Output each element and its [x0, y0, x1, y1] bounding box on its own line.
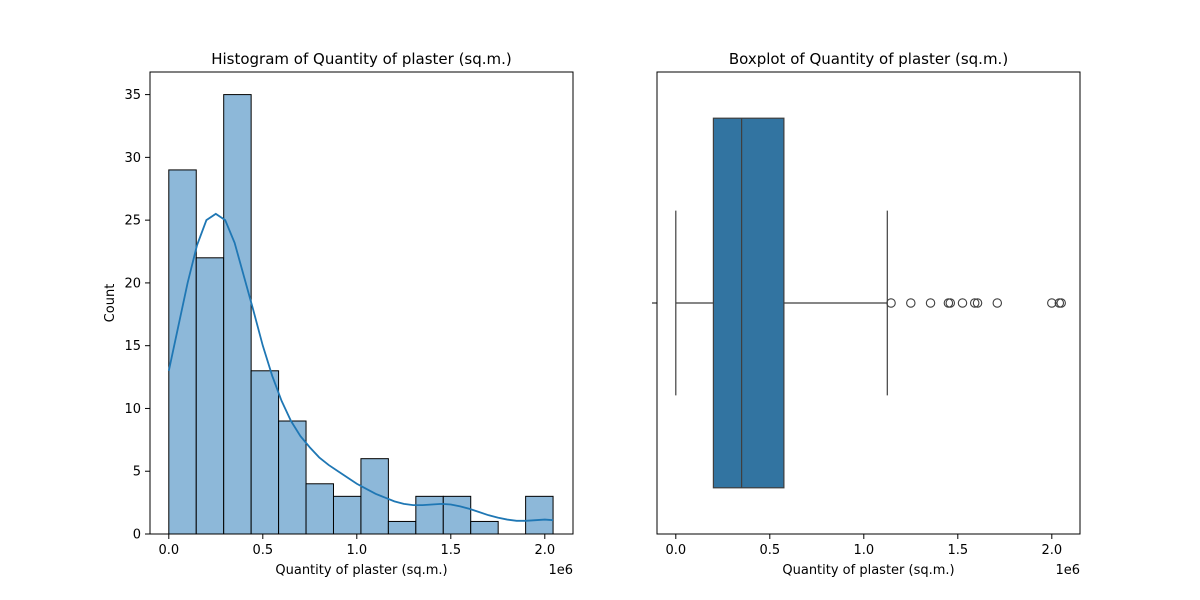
- x-tick-label: 2.0: [1041, 543, 1062, 558]
- x-tick-label: 1.0: [853, 543, 874, 558]
- histogram-x-offset-label: 1e6: [548, 563, 573, 578]
- boxplot-x-axis-label: Quantity of plaster (sq.m.): [782, 563, 954, 578]
- histogram-bar: [387, 520, 417, 535]
- outlier-point: [945, 298, 956, 308]
- x-tick-label: 1.5: [440, 543, 461, 558]
- histogram-bars: [168, 94, 554, 535]
- y-tick-label: 20: [124, 276, 141, 291]
- outlier-point: [957, 298, 968, 308]
- outlier-point: [886, 298, 896, 308]
- y-tick-label: 10: [124, 402, 141, 417]
- boxplot-x-ticks: 0.0 0.5 1.0 1.5 2.0: [652, 302, 1062, 558]
- histogram-bar: [525, 495, 554, 535]
- x-tick-label: 0.0: [665, 543, 686, 558]
- y-tick-label: 15: [124, 339, 141, 354]
- x-tick-label: 0.5: [252, 543, 273, 558]
- x-tick-label: 2.0: [534, 543, 555, 558]
- histogram-bar: [442, 495, 472, 535]
- y-tick-label: 30: [124, 151, 141, 166]
- histogram-y-ticks: 0 5 10 15 20 25 30 35: [124, 88, 150, 543]
- histogram-x-ticks: 0.0 0.5 1.0 1.5 2.0: [158, 534, 555, 558]
- outlier-point: [1056, 298, 1066, 308]
- outlier-point: [992, 298, 1003, 308]
- histogram-x-axis-label: Quantity of plaster (sq.m.): [275, 563, 447, 578]
- x-tick-label: 0.5: [759, 543, 780, 558]
- histogram-bar: [223, 94, 252, 535]
- y-tick-label: 5: [133, 465, 141, 480]
- outlier-point: [972, 298, 983, 308]
- histogram-bar: [305, 483, 334, 535]
- histogram-bar: [250, 370, 280, 535]
- outlier-point: [925, 298, 936, 308]
- histogram-bar: [278, 420, 307, 535]
- x-tick-label: 1.0: [346, 543, 367, 558]
- boxplot-x-offset-label: 1e6: [1055, 563, 1080, 578]
- outlier-point: [969, 298, 980, 308]
- outlier-point: [943, 298, 954, 308]
- histogram-title: Histogram of Quantity of plaster (sq.m.): [211, 50, 512, 68]
- histogram-bar: [332, 495, 362, 535]
- y-tick-label: 25: [124, 214, 141, 229]
- histogram-panel: Histogram of Quantity of plaster (sq.m.)…: [103, 50, 574, 578]
- histogram-axes-frame: [149, 71, 574, 535]
- x-tick-label: 1.5: [947, 543, 968, 558]
- boxplot-panel: Boxplot of Quantity of plaster (sq.m.) 0…: [652, 50, 1081, 578]
- y-tick-label: 35: [124, 88, 141, 103]
- histogram-bar: [195, 257, 225, 535]
- y-tick-label: 0: [133, 528, 141, 543]
- outlier-point: [1047, 298, 1057, 308]
- x-tick-label: 0.0: [158, 543, 179, 558]
- outlier-point: [906, 298, 916, 308]
- boxplot-elements: [675, 117, 1066, 489]
- boxplot-title: Boxplot of Quantity of plaster (sq.m.): [729, 50, 1008, 68]
- histogram-y-axis-label: Count: [103, 284, 118, 323]
- histogram-bar: [415, 495, 444, 535]
- iqr-box: [712, 117, 785, 489]
- kde-curve: [167, 212, 554, 522]
- histogram-bar: [470, 520, 499, 535]
